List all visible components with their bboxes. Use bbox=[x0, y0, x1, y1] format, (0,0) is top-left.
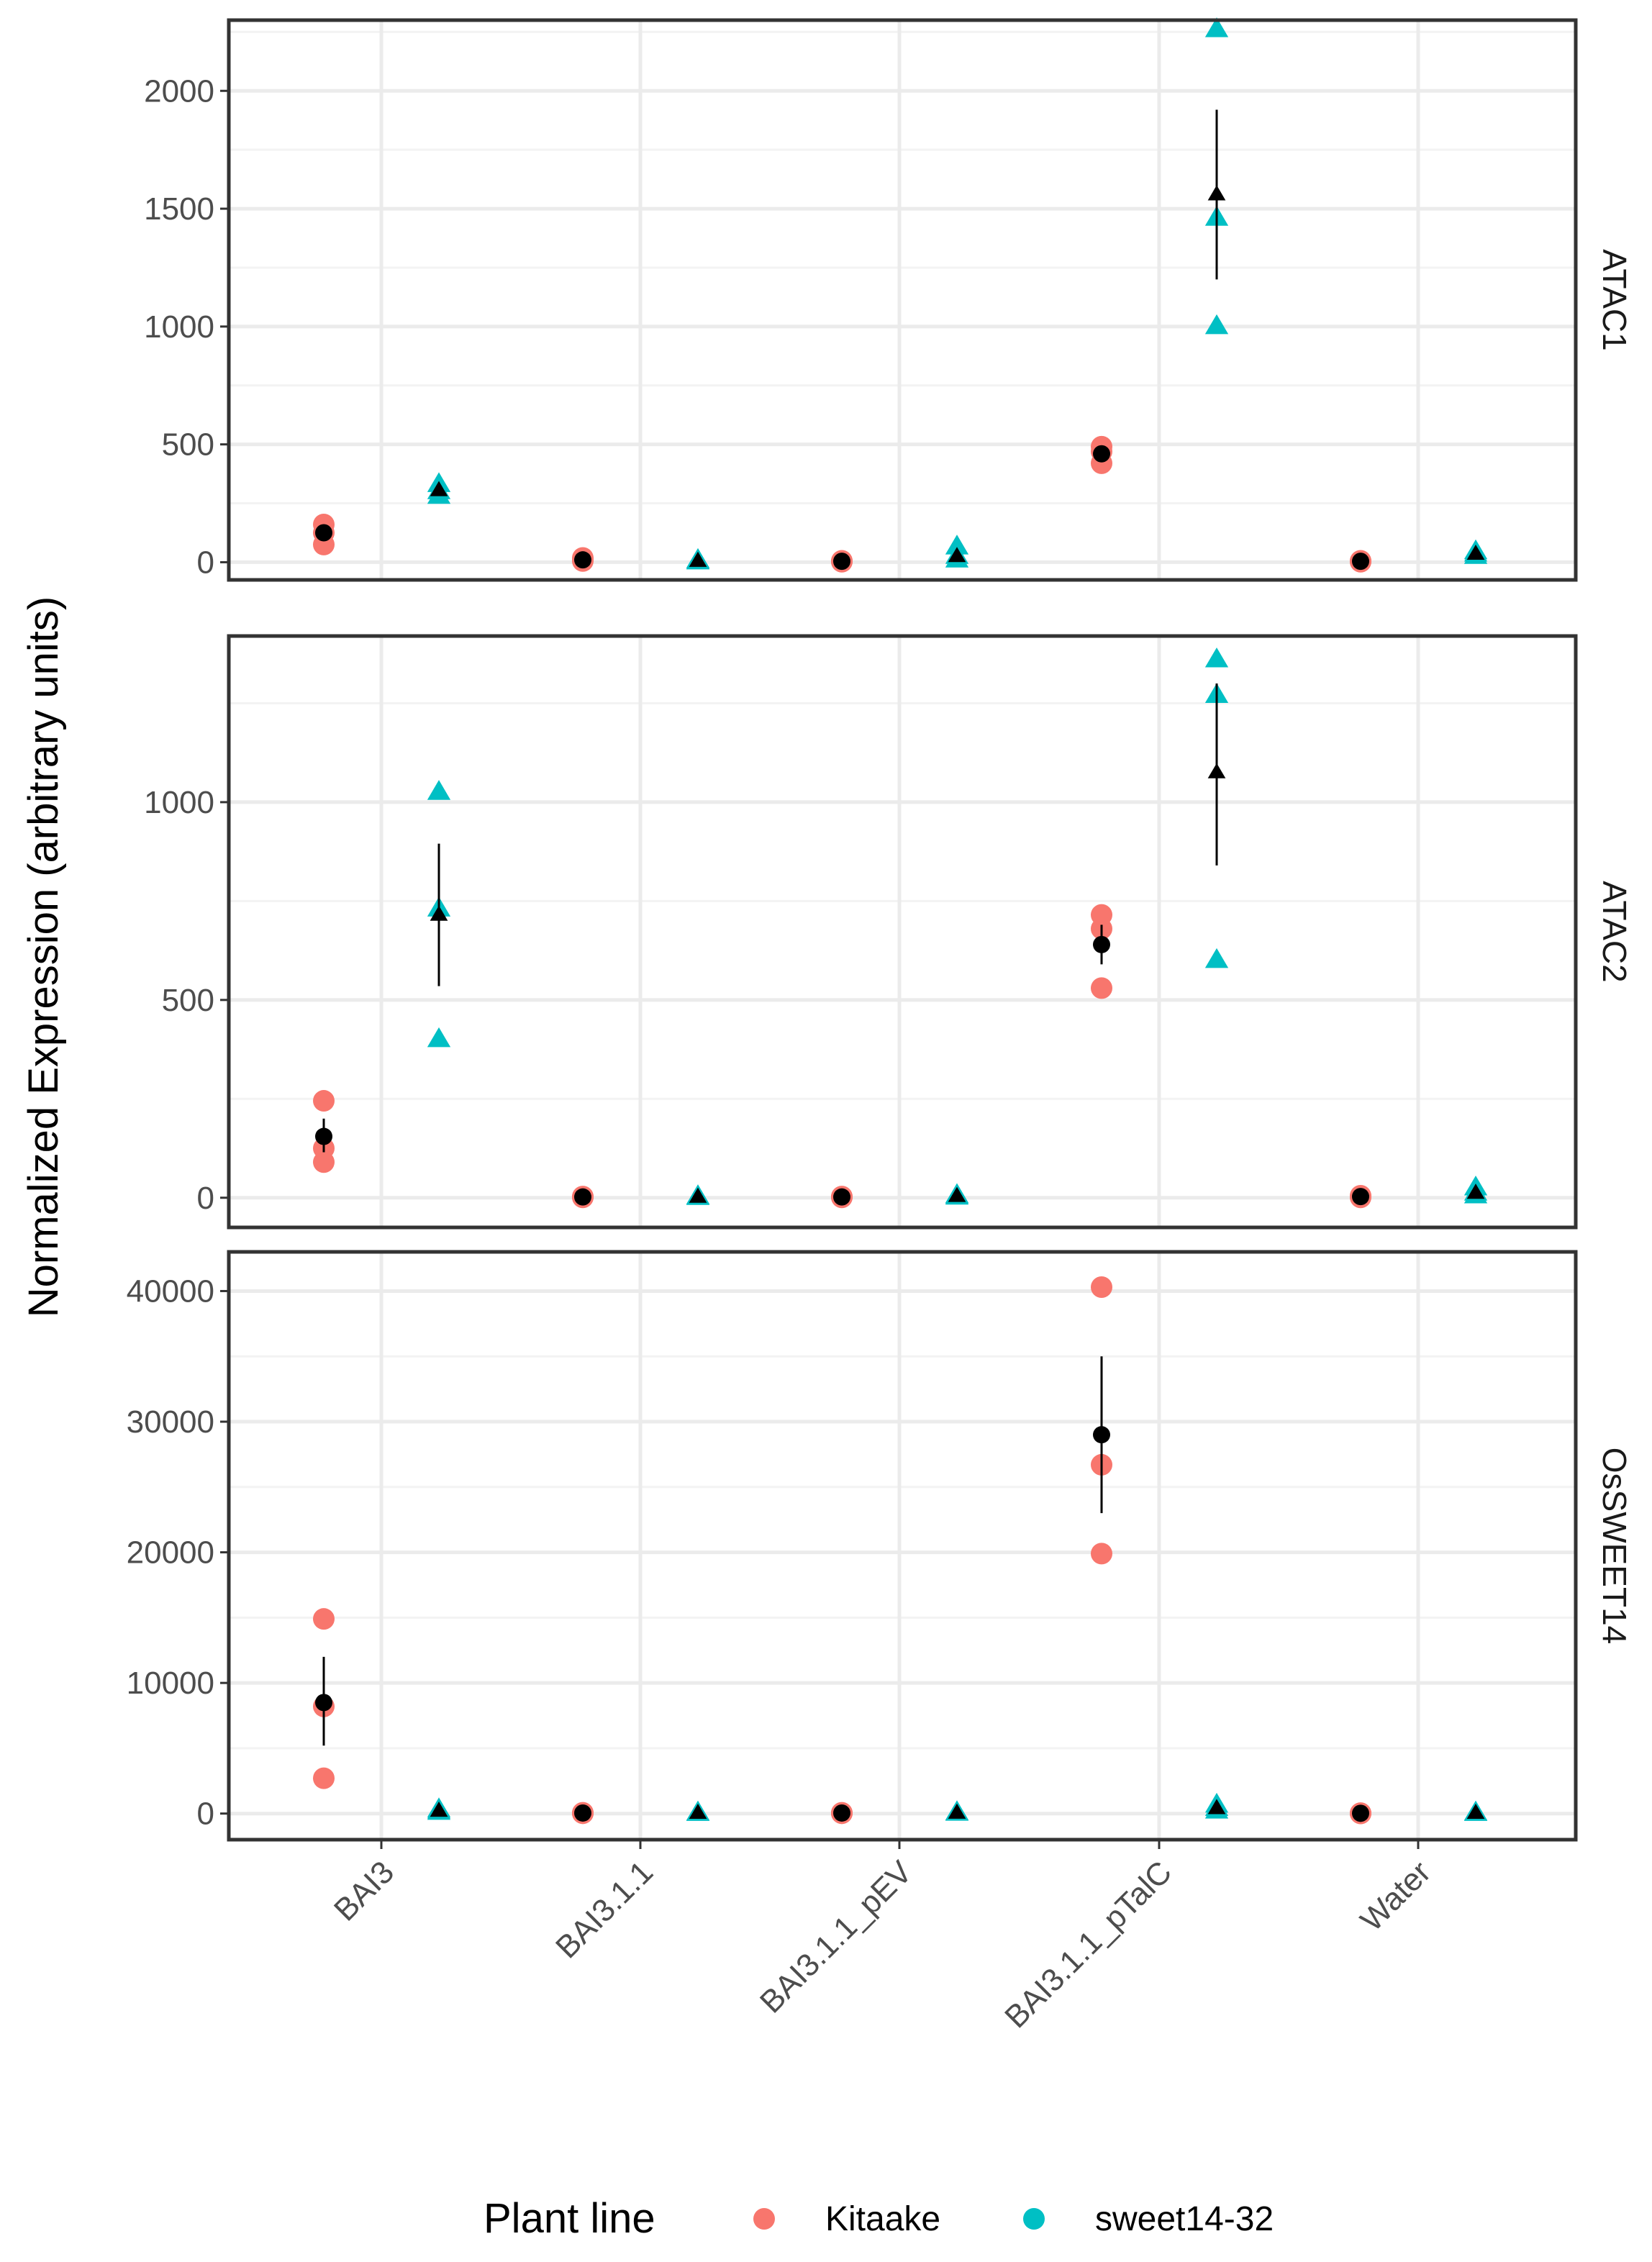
legend-key-sweet14-32 bbox=[1023, 2208, 1045, 2230]
y-tick-label: 0 bbox=[197, 1797, 214, 1832]
mean-point bbox=[1352, 1188, 1369, 1206]
legend: Plant line Kitaake sweet14-32 bbox=[484, 2195, 1274, 2242]
y-tick-label: 10000 bbox=[127, 1666, 214, 1701]
kitaake-point bbox=[313, 1767, 335, 1789]
facet-panel-ossweet14: 0 10000 20000 30000 40000 OsSWEET14 bbox=[127, 1250, 1633, 1842]
sweet14-32-point bbox=[1204, 314, 1229, 335]
y-tick-label: 1500 bbox=[144, 191, 214, 227]
y-tick-label: 0 bbox=[197, 545, 214, 580]
y-tick-label: 0 bbox=[197, 1181, 214, 1216]
legend-title: Plant line bbox=[484, 2195, 655, 2242]
mean-point bbox=[833, 1804, 850, 1822]
y-tick-label: 2000 bbox=[144, 73, 214, 109]
mean-point bbox=[1093, 1426, 1110, 1444]
mean-point bbox=[1466, 1803, 1485, 1820]
sweet14-32-point bbox=[427, 1027, 451, 1048]
mean-point bbox=[948, 1186, 966, 1202]
x-axis: BAI3 BAI3.1.1 BAI3.1.1_pEV BAI3.1.1_pTalC Wa… bbox=[327, 1840, 1438, 2035]
mean-point bbox=[315, 1694, 332, 1712]
legend-key-kitaake bbox=[753, 2208, 775, 2230]
sweet14-32-point bbox=[1204, 647, 1229, 668]
mean-point bbox=[689, 551, 707, 567]
mean-point bbox=[1207, 1799, 1226, 1814]
mean-point bbox=[574, 551, 591, 569]
y-tick-label: 500 bbox=[162, 427, 214, 463]
x-tick-label: BAI3.1.1 bbox=[549, 1854, 660, 1965]
mean-point bbox=[1352, 1804, 1369, 1822]
x-tick-label: BAI3.1.1_pTalC bbox=[998, 1854, 1179, 2035]
x-tick-label: Water bbox=[1354, 1854, 1438, 1938]
mean-point bbox=[689, 1187, 707, 1203]
kitaake-point bbox=[313, 1608, 335, 1630]
mean-point bbox=[948, 547, 966, 563]
sweet14-32-point bbox=[1204, 948, 1229, 968]
panel-border bbox=[227, 634, 1578, 1230]
mean-point bbox=[315, 524, 332, 542]
y-tick-label: 1000 bbox=[144, 309, 214, 345]
facet-strip-label: ATAC2 bbox=[1596, 881, 1633, 982]
facet-strip-label: OsSWEET14 bbox=[1596, 1448, 1633, 1645]
kitaake-point bbox=[313, 1090, 335, 1112]
sweet14-32-point bbox=[427, 780, 451, 800]
mean-point bbox=[1207, 763, 1226, 778]
y-tick-label: 1000 bbox=[144, 785, 214, 820]
sweet14-32-point bbox=[945, 535, 969, 555]
mean-point bbox=[1466, 1184, 1485, 1199]
panel-border bbox=[227, 1250, 1578, 1842]
kitaake-point bbox=[1091, 977, 1112, 999]
mean-point bbox=[948, 1803, 966, 1819]
mean-point bbox=[1093, 935, 1110, 953]
mean-point bbox=[574, 1188, 591, 1206]
y-tick-label: 30000 bbox=[127, 1404, 214, 1440]
mean-point bbox=[430, 905, 448, 921]
legend-label: Kitaake bbox=[825, 2200, 940, 2238]
mean-point bbox=[1207, 185, 1226, 201]
legend-label: sweet14-32 bbox=[1095, 2200, 1274, 2238]
mean-point bbox=[1352, 553, 1369, 571]
x-tick-label: BAI3.1.1_pEV bbox=[753, 1854, 920, 2020]
kitaake-point bbox=[1091, 904, 1112, 926]
mean-point bbox=[315, 1127, 332, 1145]
y-tick-label: 500 bbox=[162, 983, 214, 1018]
facet-panel-atac1: 0 500 1000 1500 2000 ATAC1 bbox=[144, 17, 1633, 582]
y-tick-label: 20000 bbox=[127, 1535, 214, 1571]
y-tick-label: 40000 bbox=[127, 1273, 214, 1309]
sweet14-32-point bbox=[1204, 17, 1229, 37]
kitaake-point bbox=[1091, 1276, 1112, 1299]
panel-border bbox=[227, 18, 1578, 582]
facet-panel-atac2: 0 500 1000 ATAC2 bbox=[144, 634, 1633, 1230]
mean-point bbox=[833, 1188, 850, 1206]
mean-point bbox=[689, 1803, 707, 1820]
y-axis-title: Normalized Expression (arbitrary units) bbox=[20, 596, 67, 1317]
mean-point bbox=[1466, 544, 1485, 560]
facet-panels: 0 500 1000 1500 2000 ATAC1 0 500 1000 ATAC2 0 10000… bbox=[127, 17, 1633, 1842]
mean-point bbox=[1093, 445, 1110, 463]
x-tick-label: BAI3 bbox=[327, 1854, 401, 1927]
mean-point bbox=[430, 1802, 448, 1817]
mean-point bbox=[430, 481, 448, 496]
mean-point bbox=[833, 553, 850, 571]
kitaake-point bbox=[1091, 1543, 1112, 1565]
mean-point bbox=[574, 1804, 591, 1822]
facet-strip-label: ATAC1 bbox=[1596, 249, 1633, 350]
